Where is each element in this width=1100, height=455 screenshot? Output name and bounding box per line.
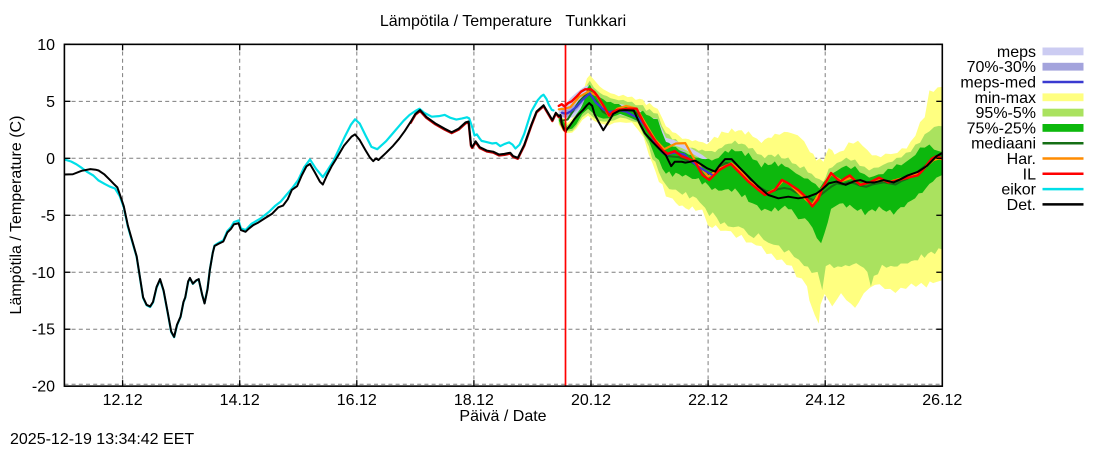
svg-text:14.12: 14.12 [220, 392, 260, 409]
svg-text:10: 10 [37, 37, 55, 54]
svg-text:18.12: 18.12 [454, 392, 494, 409]
svg-text:12.12: 12.12 [103, 392, 143, 409]
svg-text:Päivä / Date: Päivä / Date [459, 408, 546, 425]
svg-text:Har.: Har. [1007, 151, 1036, 168]
svg-text:22.12: 22.12 [688, 392, 728, 409]
svg-text:5: 5 [46, 94, 55, 111]
svg-text:meps: meps [997, 44, 1036, 61]
svg-text:mediaani: mediaani [971, 136, 1036, 153]
svg-text:-20: -20 [32, 379, 55, 396]
svg-text:Lämpötila / Temperature Tunk: Lämpötila / Temperature Tunkkari [380, 13, 626, 30]
svg-text:IL: IL [1023, 166, 1036, 183]
svg-text:meps-med: meps-med [960, 75, 1036, 92]
svg-text:95%-5%: 95%-5% [976, 105, 1036, 122]
svg-text:2025-12-19 13:34:42 EET: 2025-12-19 13:34:42 EET [10, 431, 194, 448]
svg-text:20.12: 20.12 [571, 392, 611, 409]
svg-text:0: 0 [46, 151, 55, 168]
svg-text:70%-30%: 70%-30% [967, 59, 1036, 76]
svg-text:26.12: 26.12 [922, 392, 962, 409]
svg-text:eikor: eikor [1001, 182, 1036, 199]
svg-text:Det.: Det. [1007, 197, 1036, 214]
svg-text:-15: -15 [32, 322, 55, 339]
svg-text:16.12: 16.12 [337, 392, 377, 409]
svg-text:min-max: min-max [975, 90, 1036, 107]
svg-text:Lämpötila / Temperature (C): Lämpötila / Temperature (C) [8, 116, 25, 315]
svg-text:75%-25%: 75%-25% [967, 120, 1036, 137]
svg-text:-10: -10 [32, 265, 55, 282]
svg-text:-5: -5 [41, 208, 55, 225]
svg-text:24.12: 24.12 [805, 392, 845, 409]
